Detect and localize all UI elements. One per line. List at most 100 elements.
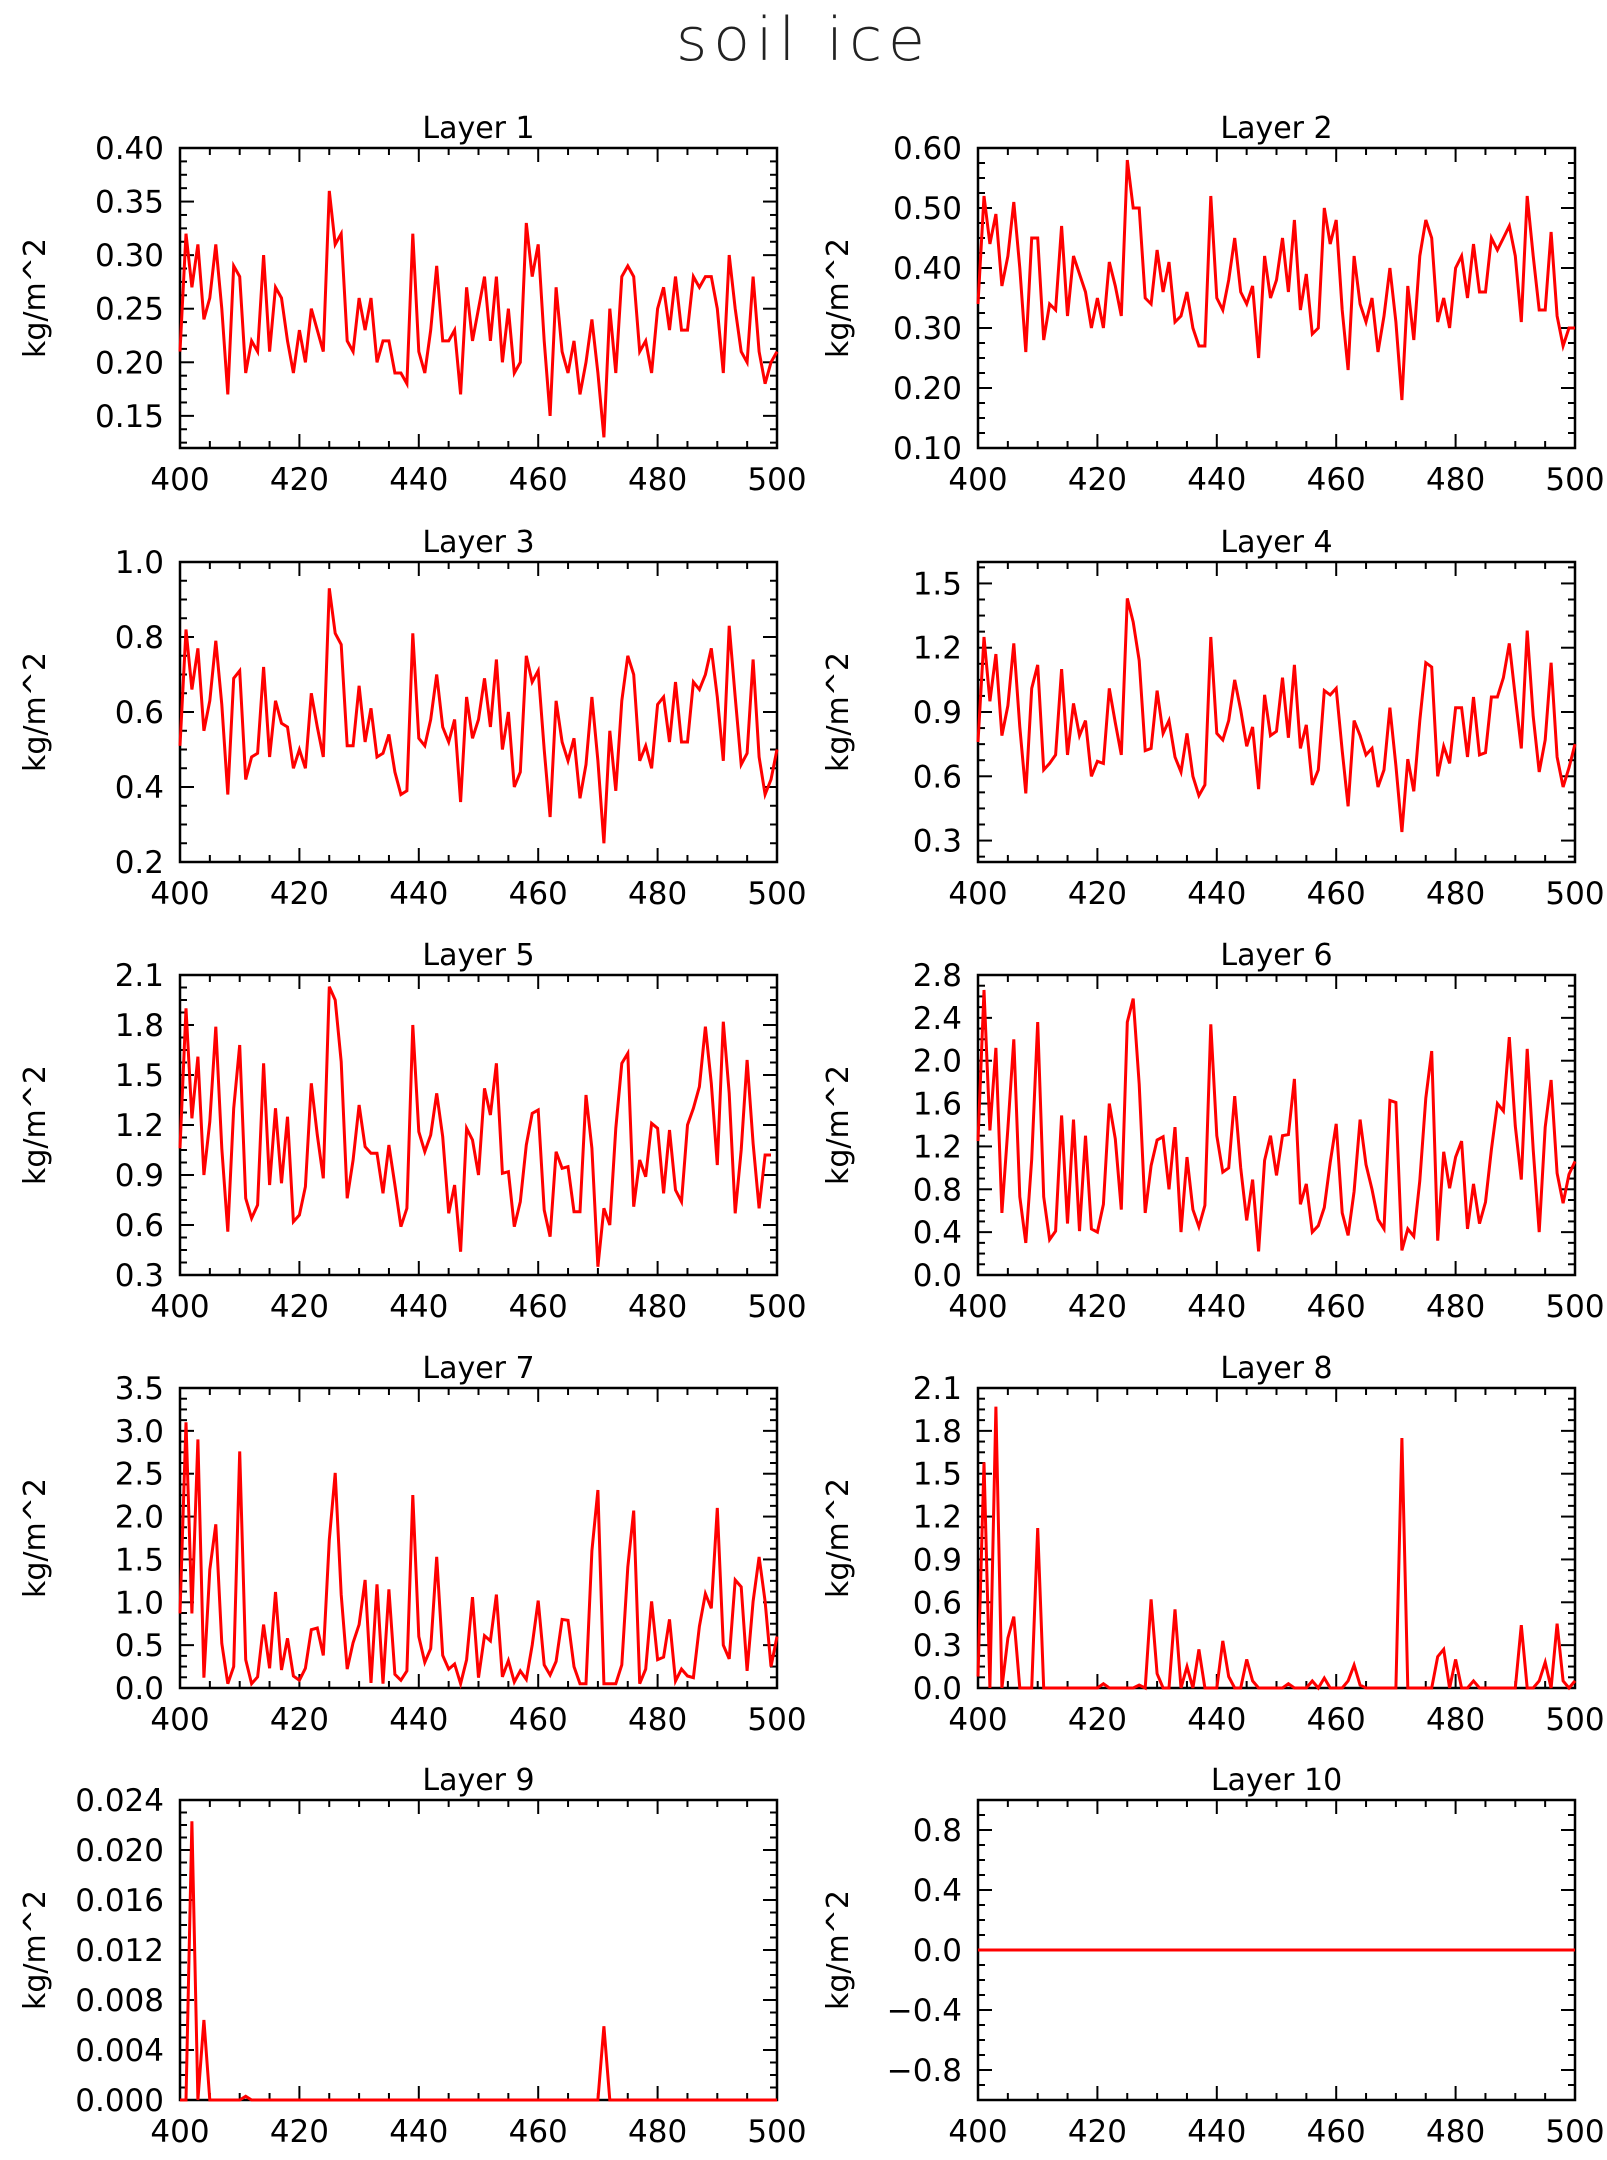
x-tick-label: 480 bbox=[1426, 2114, 1485, 2150]
y-tick-label: 0.40 bbox=[893, 251, 962, 287]
panel-1: Layer 1 kg/m^2 400 420 440 460 480 500 0.15 0.20 0… bbox=[18, 111, 807, 498]
x-tick-label: 420 bbox=[270, 462, 329, 498]
x-tick-label: 460 bbox=[509, 876, 568, 912]
x-tick-label: 400 bbox=[150, 2114, 209, 2150]
x-tick-label: 420 bbox=[1068, 1289, 1127, 1325]
y-axis-label: kg/m^2 bbox=[821, 1478, 856, 1598]
x-tick-label: 460 bbox=[1307, 876, 1366, 912]
x-tick-label: 400 bbox=[150, 462, 209, 498]
y-axis-label: kg/m^2 bbox=[18, 1065, 53, 1185]
panel-3: Layer 3 kg/m^2 400 420 440 460 480 500 0.2 0.4 0.6… bbox=[18, 525, 807, 912]
x-tick-label: 400 bbox=[948, 2114, 1007, 2150]
y-tick-label: −0.4 bbox=[887, 1993, 962, 2029]
x-tick-label: 460 bbox=[1307, 1289, 1366, 1325]
y-tick-label: 1.6 bbox=[913, 1087, 962, 1123]
y-tick-label: 2.8 bbox=[913, 958, 962, 994]
x-tick-label: 460 bbox=[1307, 462, 1366, 498]
y-tick-label: 2.0 bbox=[115, 1500, 164, 1536]
y-tick-label: 1.8 bbox=[913, 1414, 962, 1450]
y-tick-label: 0.3 bbox=[913, 824, 962, 860]
x-tick-label: 420 bbox=[1068, 1702, 1127, 1738]
x-tick-label: 480 bbox=[1426, 1702, 1485, 1738]
x-tick-label: 460 bbox=[509, 2114, 568, 2150]
y-tick-label: 1.2 bbox=[913, 1500, 962, 1536]
y-tick-label: 0.3 bbox=[115, 1258, 164, 1294]
x-tick-label: 500 bbox=[747, 1702, 806, 1738]
x-tick-label: 400 bbox=[150, 1289, 209, 1325]
y-tick-label: 0.30 bbox=[95, 238, 164, 274]
series-line bbox=[976, 598, 1577, 833]
figure-title: soil ice bbox=[676, 5, 931, 75]
x-tick-label: 500 bbox=[1545, 1702, 1604, 1738]
panel-2: Layer 2 kg/m^2 400 420 440 460 480 500 0.10 0.20 0… bbox=[821, 111, 1605, 498]
x-tick-label: 440 bbox=[1187, 876, 1246, 912]
x-tick-label: 500 bbox=[747, 1289, 806, 1325]
panel-title: Layer 10 bbox=[1211, 1763, 1342, 1798]
y-tick-label: 0.40 bbox=[95, 131, 164, 167]
panel-title: Layer 5 bbox=[422, 938, 534, 973]
y-tick-label: 1.0 bbox=[115, 1585, 164, 1621]
y-tick-label: −0.8 bbox=[887, 2053, 962, 2089]
x-tick-label: 440 bbox=[1187, 2114, 1246, 2150]
x-tick-label: 400 bbox=[948, 1702, 1007, 1738]
y-tick-label: 0.30 bbox=[893, 311, 962, 347]
x-tick-label: 440 bbox=[1187, 462, 1246, 498]
x-tick-label: 440 bbox=[389, 1702, 448, 1738]
y-tick-label: 0.60 bbox=[893, 131, 962, 167]
y-tick-label: 0.8 bbox=[913, 1813, 962, 1849]
panel-title: Layer 4 bbox=[1220, 525, 1332, 560]
x-tick-label: 480 bbox=[628, 1289, 687, 1325]
x-tick-label: 420 bbox=[1068, 876, 1127, 912]
x-tick-label: 500 bbox=[1545, 1289, 1604, 1325]
y-tick-label: 0.15 bbox=[95, 399, 164, 435]
x-tick-label: 440 bbox=[389, 876, 448, 912]
x-tick-label: 480 bbox=[1426, 1289, 1485, 1325]
y-tick-label: 0.4 bbox=[913, 1215, 962, 1251]
panel-title: Layer 7 bbox=[422, 1351, 534, 1386]
y-axis-label: kg/m^2 bbox=[18, 1890, 53, 2010]
y-tick-label: 0.008 bbox=[75, 1983, 164, 2019]
x-tick-label: 400 bbox=[948, 876, 1007, 912]
plot-frame bbox=[976, 973, 1577, 1277]
plot-frame bbox=[178, 146, 779, 450]
panel-9: Layer 9 kg/m^2 400 420 440 460 480 500 0.000 0.00… bbox=[18, 1763, 807, 2150]
x-tick-label: 500 bbox=[1545, 462, 1604, 498]
x-tick-label: 480 bbox=[628, 462, 687, 498]
panel-title: Layer 6 bbox=[1220, 938, 1332, 973]
x-tick-label: 420 bbox=[270, 1289, 329, 1325]
y-tick-label: 1.5 bbox=[913, 566, 962, 602]
y-tick-label: 0.016 bbox=[75, 1883, 164, 1919]
x-tick-label: 500 bbox=[747, 876, 806, 912]
y-tick-label: 2.5 bbox=[115, 1457, 164, 1493]
y-tick-label: 1.2 bbox=[913, 1129, 962, 1165]
y-tick-label: 1.5 bbox=[115, 1542, 164, 1578]
x-tick-label: 440 bbox=[389, 1289, 448, 1325]
panel-4: Layer 4 kg/m^2 400 420 440 460 480 500 0.3 0.6 0.9… bbox=[821, 525, 1605, 912]
y-tick-label: 1.8 bbox=[115, 1008, 164, 1044]
x-tick-label: 460 bbox=[509, 1702, 568, 1738]
x-tick-label: 400 bbox=[948, 1289, 1007, 1325]
panel-8: Layer 8 kg/m^2 400 420 440 460 480 500 0.0 0.3 0.6… bbox=[821, 1351, 1605, 1738]
y-axis-label: kg/m^2 bbox=[18, 1478, 53, 1598]
series-line bbox=[178, 1422, 779, 1690]
y-tick-label: 0.6 bbox=[115, 1208, 164, 1244]
y-tick-label: 0.8 bbox=[913, 1172, 962, 1208]
panel-title: Layer 3 bbox=[422, 525, 534, 560]
x-tick-label: 460 bbox=[1307, 1702, 1366, 1738]
y-axis-label: kg/m^2 bbox=[18, 238, 53, 358]
y-tick-label: 0.5 bbox=[115, 1628, 164, 1664]
x-tick-label: 420 bbox=[1068, 2114, 1127, 2150]
y-tick-label: 0.024 bbox=[75, 1783, 164, 1819]
y-tick-label: 1.5 bbox=[913, 1457, 962, 1493]
series-line bbox=[976, 159, 1575, 401]
plot-frame bbox=[178, 1386, 779, 1690]
plot-frame bbox=[976, 1386, 1577, 1690]
x-tick-label: 500 bbox=[1545, 876, 1604, 912]
series-line bbox=[178, 190, 779, 438]
y-tick-label: 2.4 bbox=[913, 1001, 962, 1037]
panel-title: Layer 1 bbox=[422, 111, 534, 146]
series-line bbox=[976, 1406, 1577, 1691]
y-tick-label: 0.2 bbox=[115, 845, 164, 881]
